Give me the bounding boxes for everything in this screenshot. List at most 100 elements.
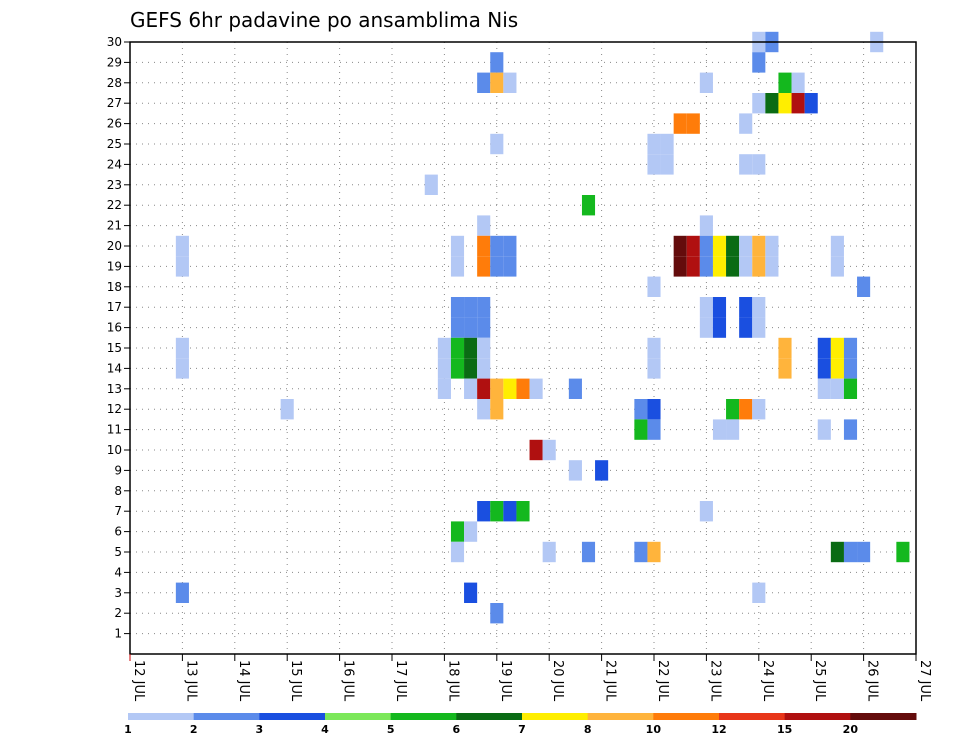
precip-cell [778,72,792,93]
legend-swatch [784,713,851,720]
legend-swatch [587,713,654,720]
precip-cell [830,358,844,379]
precip-cell [477,399,491,420]
x-tick-label: 22 JUL [655,660,670,702]
precip-cell [765,93,779,114]
precip-cell [778,358,792,379]
y-tick-label: 12 [107,402,122,416]
precip-cell [699,72,713,93]
precip-cell [857,276,871,297]
precip-cell [450,297,465,318]
legend-label: 8 [584,723,592,736]
plot-frame [129,41,917,655]
precip-cell [175,235,189,257]
legend-swatch [128,713,195,720]
y-tick-label: 9 [114,463,122,477]
precip-cell [739,317,753,338]
legend-label: 5 [387,723,395,736]
precip-cell [712,297,727,318]
precip-cell [699,215,713,236]
precip-cell [647,541,661,563]
legend-swatch [193,713,260,720]
x-tick-label: 18 JUL [445,660,460,702]
y-tick-label: 6 [114,525,122,539]
precip-cell [477,317,491,338]
precip-cell [752,154,766,175]
x-tick-label: 17 JUL [393,660,408,702]
y-tick-label: 20 [107,239,122,253]
precip-cell [503,501,517,522]
precip-cell [791,72,805,93]
precip-cell [634,419,648,440]
x-tick-label: 26 JUL [865,660,880,702]
y-tick-label: 19 [107,259,122,273]
precip-cell [490,72,504,93]
precip-cell [477,337,491,359]
precip-cell [450,235,465,257]
precip-cell [175,337,189,359]
precip-cell [175,582,189,603]
precip-cell [490,399,504,420]
precip-cell [843,337,858,359]
precip-cell [752,582,766,603]
precip-cell [437,337,451,359]
precip-cell [778,93,792,114]
precip-cell [843,378,858,399]
precip-cell [477,256,491,277]
precip-cell [516,378,530,399]
precip-cell [542,541,556,563]
precip-cell [726,419,740,440]
precip-cell [647,133,661,155]
y-tick-label: 24 [107,157,122,171]
x-tick-label: 25 JUL [812,660,827,702]
precip-cell [817,337,831,359]
precip-cell [686,256,700,277]
precip-cell [739,235,753,257]
precip-cell [726,235,740,257]
legend-label: 2 [190,723,198,736]
precip-cell [503,378,517,399]
precip-cell [450,541,465,563]
precip-cell [450,337,465,359]
precip-cell [477,297,491,318]
y-tick-label: 11 [107,423,122,437]
precip-cell [490,52,504,73]
legend-label: 12 [711,723,726,736]
precip-cell [529,378,543,399]
precip-cell [686,235,700,257]
precip-cell [503,256,517,277]
precip-cell [490,378,504,399]
precipitation-cells [175,31,910,624]
precip-cell [490,603,504,624]
legend-swatch [653,713,720,720]
precip-cell [175,358,189,379]
y-tick-label: 7 [114,504,122,518]
precip-cell [752,399,766,420]
y-tick-label: 22 [107,198,122,212]
precip-cell [595,460,609,481]
precip-cell [464,297,478,318]
y-tick-label: 8 [114,484,122,498]
y-tick-label: 4 [114,565,122,579]
y-tick-label: 3 [114,586,122,600]
precip-cell [450,521,465,542]
x-tick-label: 16 JUL [341,660,356,702]
precip-cell [830,235,844,257]
precip-cell [464,378,478,399]
x-tick-label: 20 JUL [550,660,565,702]
precip-cell [739,256,753,277]
precip-cell [699,256,713,277]
precip-cell [660,154,674,175]
legend-label: 20 [843,723,859,736]
precip-cell [673,235,687,257]
y-tick-label: 27 [107,96,122,110]
precip-cell [791,93,805,114]
precip-cell [686,113,700,134]
y-tick-label: 30 [107,35,122,49]
legend-label: 7 [518,723,526,736]
precip-cell [477,378,491,399]
precip-cell [581,195,596,216]
precip-cell [699,235,713,257]
x-tick-label: 15 JUL [288,660,303,702]
legend-label: 4 [321,723,329,736]
